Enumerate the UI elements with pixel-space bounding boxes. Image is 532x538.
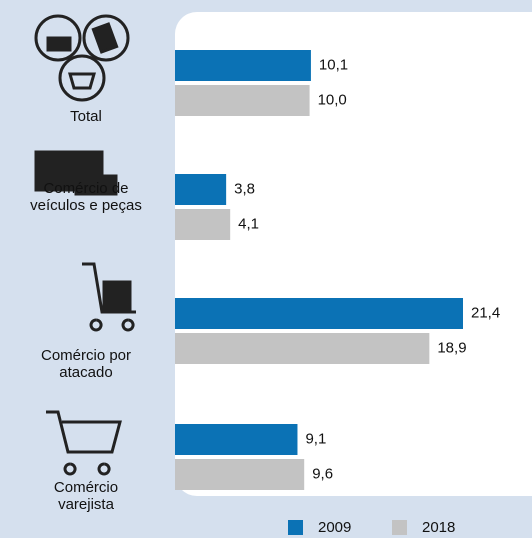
bar [175,85,310,116]
bar [175,424,298,455]
icon-cart [46,410,122,476]
icon-car [46,36,72,52]
category-label: Comércio de veículos e peças [30,180,142,214]
icon-basket [68,72,96,90]
value-label: 9,6 [312,465,333,482]
icon-trolley [82,262,136,332]
value-label: 3,8 [234,180,255,197]
icons [34,14,136,476]
bar [175,333,430,364]
icon-circle [34,14,82,62]
legend-label: 2009 [318,519,351,536]
plot-panel [175,12,532,496]
icon-car [74,174,118,196]
icon-phone [91,22,119,54]
category-label: Comércio por atacado [40,347,132,381]
value-label: 10,1 [319,56,348,73]
value-label: 18,9 [437,339,466,356]
legend-swatch [288,520,303,535]
bar [175,459,305,490]
value-label: 21,4 [471,304,500,321]
icon-boxes [102,280,132,312]
category-label: Total [70,108,102,125]
bar [175,174,227,205]
value-label: 9,1 [305,430,326,447]
value-label: 10,0 [318,91,347,108]
bar [175,209,231,240]
icon-circle [82,14,130,62]
legend-label: 2018 [422,519,455,536]
category-label: Comércio varejista [53,479,119,513]
legend-swatch [392,520,407,535]
bar [175,50,311,81]
value-label: 4,1 [238,215,259,232]
bar [175,298,463,329]
icon-circle [58,54,106,102]
